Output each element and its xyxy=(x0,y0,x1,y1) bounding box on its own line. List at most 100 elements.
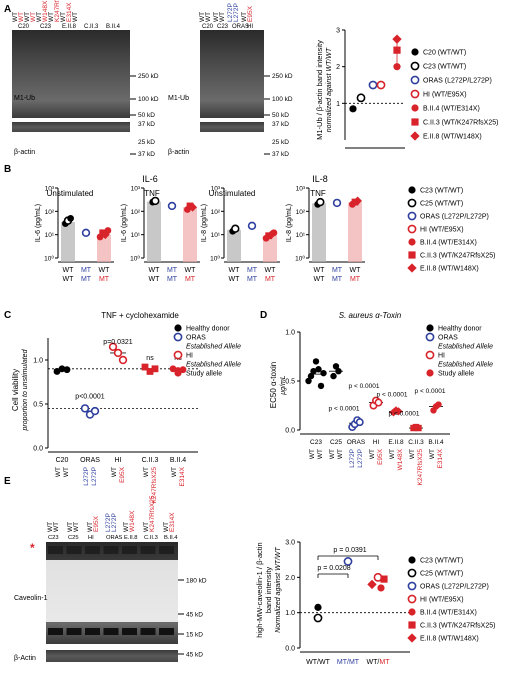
lane-genotype: WT xyxy=(73,522,80,532)
legend-label: C.II.3 (WT/K247RfsX25) xyxy=(420,623,495,630)
row-label-actin: β-Actin xyxy=(14,655,36,662)
y-tick-label: 10² xyxy=(211,209,221,216)
legend-marker xyxy=(426,324,434,332)
bar xyxy=(183,207,197,262)
x-genotype-label: L272P xyxy=(91,467,98,486)
data-point xyxy=(113,348,123,358)
lane-name: HI xyxy=(88,535,94,541)
x-category-label: WT xyxy=(314,267,326,274)
lane-name: C23 xyxy=(217,24,229,30)
annotation-pvalue: p < 0.0001 xyxy=(389,410,420,417)
y-axis-label: IL-8 (pg/mL) xyxy=(201,204,208,242)
data-point xyxy=(435,401,442,408)
blot-image xyxy=(46,650,178,662)
lane-genotype: WT xyxy=(53,522,60,532)
data-point xyxy=(356,93,366,103)
data-point xyxy=(100,230,110,240)
data-point xyxy=(146,368,154,375)
blot-actin-1 xyxy=(12,122,130,132)
data-point xyxy=(343,557,353,566)
legend-marker xyxy=(425,350,435,360)
data-point xyxy=(310,368,317,375)
y-axis-label: M1-Ub / β-actin band intensity xyxy=(315,40,324,140)
lane-genotype: E95X xyxy=(93,515,100,532)
x-genotype-label: WT xyxy=(309,449,316,459)
band-caveolin xyxy=(140,628,156,635)
marker-label: 180 kD xyxy=(186,578,207,585)
x-category-label: C.II.3 xyxy=(142,457,159,464)
panel-letter-C: C xyxy=(4,310,11,321)
legend-label: B.II.4 (WT/E314X) xyxy=(420,240,477,247)
lane-name: E.II.8 xyxy=(62,24,77,30)
x-category-label: MT xyxy=(247,267,258,274)
y-tick-label: 0.0 xyxy=(33,446,43,453)
blot-image xyxy=(12,122,130,132)
legend-marker xyxy=(407,224,417,234)
marker-label: 37 kD xyxy=(138,121,155,128)
data-point xyxy=(335,368,342,375)
data-point xyxy=(355,418,364,427)
annotation-pvalue: p<0.0001 xyxy=(75,394,104,401)
x-category-label: WT xyxy=(63,267,75,274)
x-category-label: MT xyxy=(332,276,343,283)
panel-letter-A: A xyxy=(4,4,11,15)
lane-genotype: WT xyxy=(36,12,43,22)
lane-genotype: WT xyxy=(213,12,220,22)
data-point xyxy=(314,603,322,611)
band-caveolin xyxy=(103,628,119,635)
y-tick-label: 0.5 xyxy=(285,379,295,386)
legend-label: Healthy donor xyxy=(186,326,230,333)
data-point xyxy=(53,368,61,375)
bar xyxy=(147,201,161,262)
legend-label: C20 (WT/WT) xyxy=(423,50,466,57)
data-point xyxy=(367,579,377,590)
x-category-label: B.II.4 xyxy=(170,457,186,464)
legend-label: C23 (WT/WT) xyxy=(423,64,466,71)
blot-actin xyxy=(46,650,178,662)
x-category-label: HI xyxy=(115,457,122,464)
legend-c: Healthy donor ORAS Established Allele HI Est… xyxy=(173,324,241,378)
legend-label: HI xyxy=(438,353,445,360)
legend-d: Healthy donor ORAS Established Allele HI Est… xyxy=(425,324,493,378)
x-category-part: WT/ xyxy=(306,659,319,666)
marker-label: 100 kD xyxy=(272,96,293,103)
legend-label: ORAS xyxy=(438,335,458,342)
panel-letter-D: D xyxy=(260,310,267,321)
x-genotype-label: WT xyxy=(171,467,178,477)
legend-marker xyxy=(174,369,182,377)
chart-title: TNF + cyclohexamide xyxy=(101,311,179,320)
legend-label: HI (WT/E95X) xyxy=(420,227,464,234)
legend-marker xyxy=(408,608,416,616)
x-genotype-label: W148X xyxy=(397,448,404,470)
data-point xyxy=(307,372,315,380)
band-high-mw xyxy=(103,546,119,554)
blot-image xyxy=(12,30,130,118)
lane-genotype: E314X xyxy=(169,512,176,532)
data-point xyxy=(332,363,340,370)
legend-marker xyxy=(426,369,434,377)
lane-name: C20 xyxy=(202,24,214,30)
lane-genotype: WT xyxy=(47,522,54,532)
legend-e: C23 (WT/WT) C25 (WT/WT) ORAS (L272P/L272P)… xyxy=(407,556,495,643)
blot-image xyxy=(200,30,264,118)
legend-marker xyxy=(173,350,183,360)
data-point xyxy=(320,369,327,377)
data-point xyxy=(332,198,342,208)
x-category-label: MT xyxy=(167,267,178,274)
band-caveolin xyxy=(48,628,63,635)
x-genotype-label: L272P xyxy=(349,449,356,468)
x-category-label: C25 xyxy=(330,439,342,446)
data-point xyxy=(167,201,177,211)
annotation-pvalue: p < 0.0001 xyxy=(415,388,446,395)
lane-genotype: WT xyxy=(87,522,94,532)
x-genotype-label: WT xyxy=(111,467,118,477)
x-category-label: HI xyxy=(373,439,380,446)
bar xyxy=(312,203,326,262)
y-axis-label: EC50 α-toxin xyxy=(269,362,278,408)
data-point xyxy=(374,398,383,407)
lane-name: ORAS xyxy=(106,535,123,541)
chart-title: S. aureus α-Toxin xyxy=(339,311,402,320)
data-point xyxy=(81,228,91,238)
legend-marker xyxy=(410,75,420,85)
lane-genotype: L272P xyxy=(111,513,118,532)
